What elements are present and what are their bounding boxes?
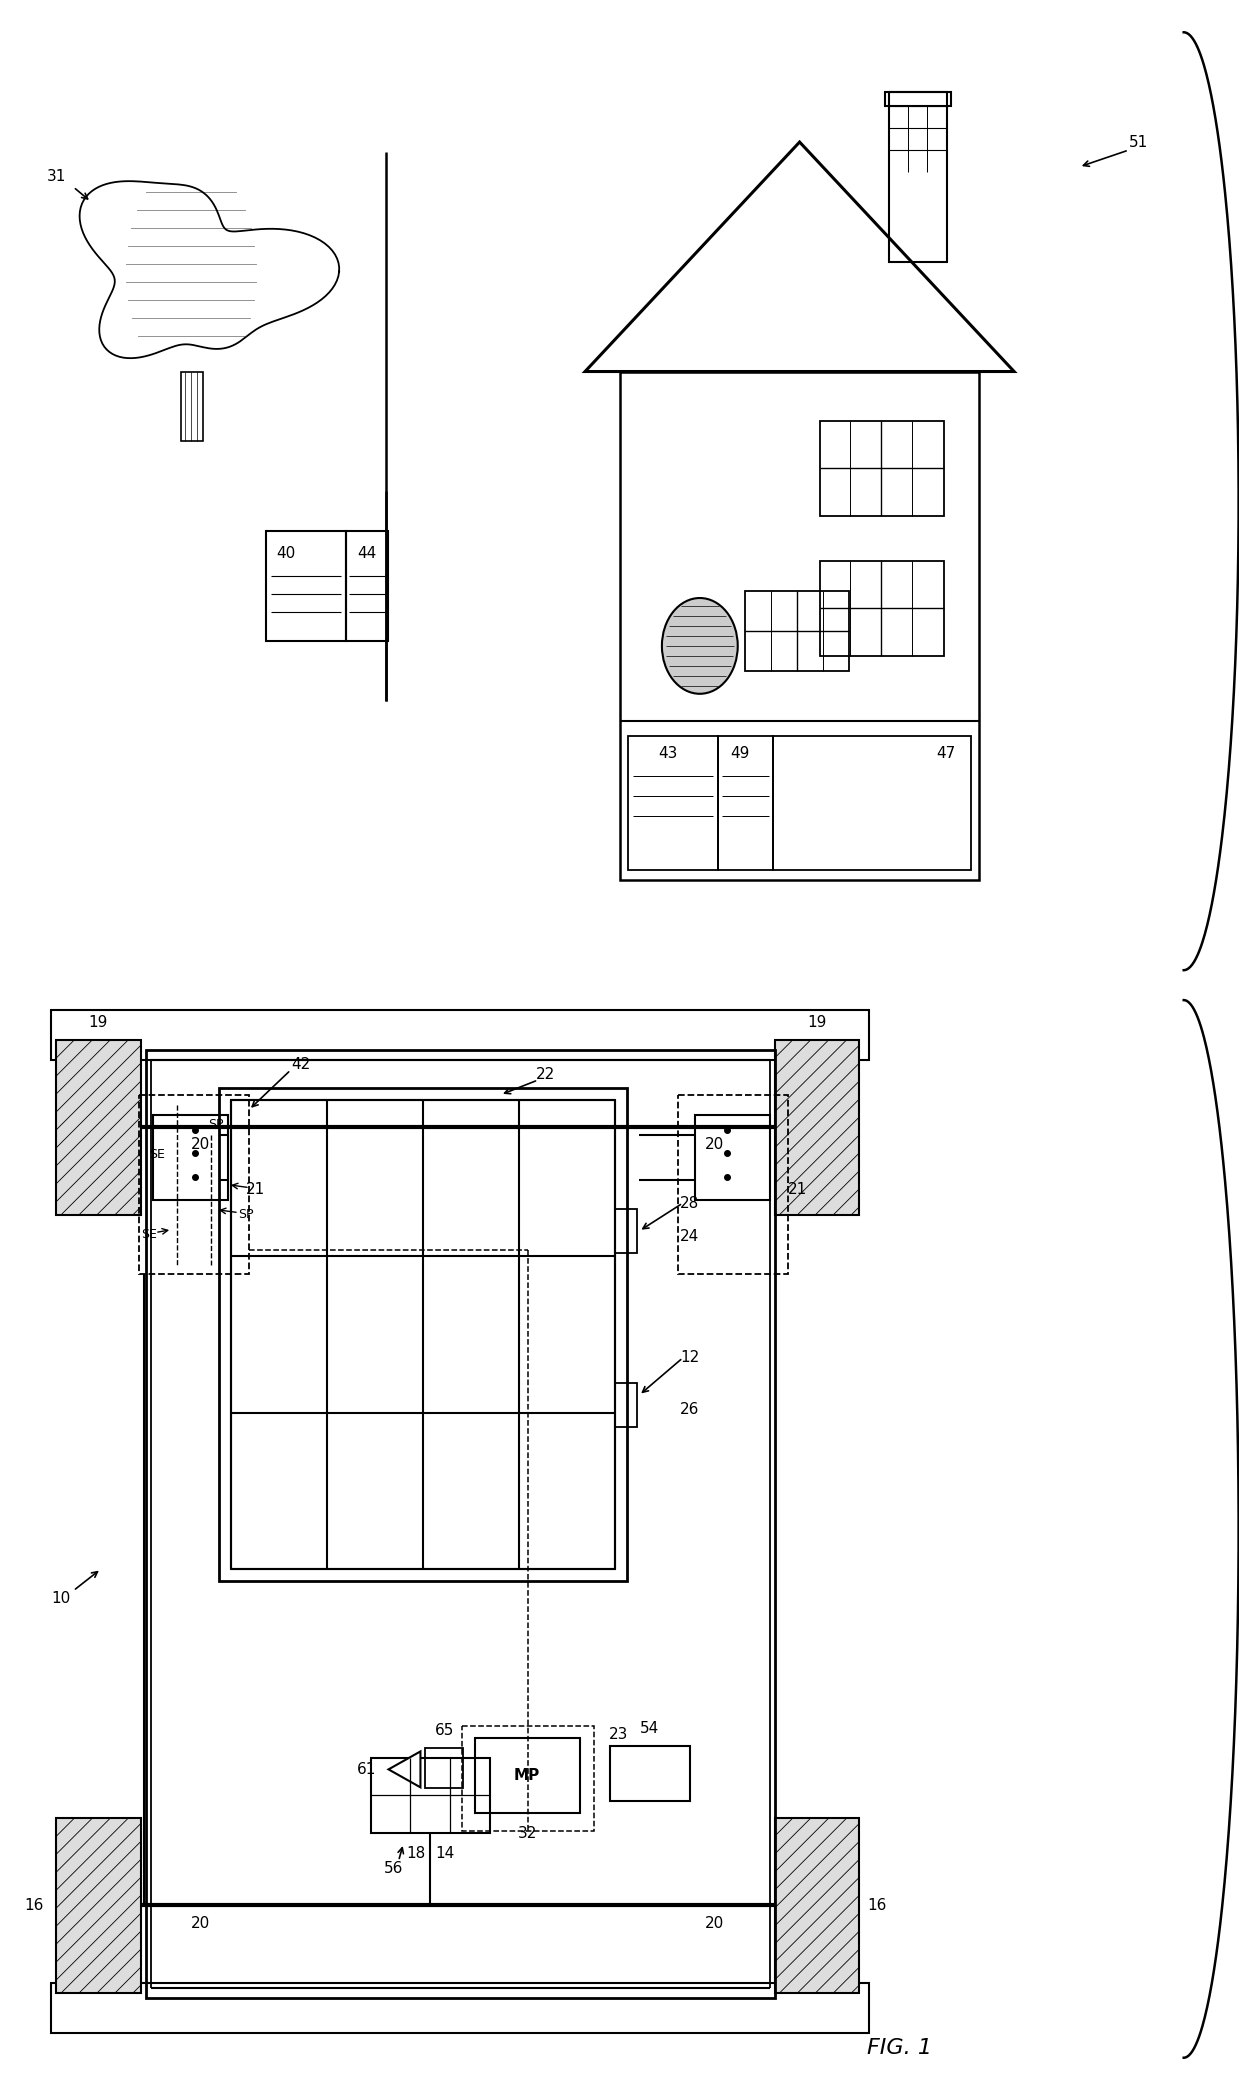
Text: 20: 20 (191, 1915, 211, 1929)
Text: 12: 12 (681, 1351, 699, 1366)
Bar (146, 1050, 775, 1999)
Bar (231, 1100, 615, 1569)
Bar (475, 1739, 580, 1814)
Text: 16: 16 (25, 1898, 43, 1913)
Bar (56, 1818, 141, 1992)
Bar (620, 371, 980, 880)
Bar (615, 1209, 637, 1253)
Text: 14: 14 (435, 1846, 455, 1860)
Polygon shape (388, 1751, 420, 1787)
Text: MP: MP (515, 1768, 541, 1783)
Text: 16: 16 (868, 1898, 887, 1913)
Text: 51: 51 (1130, 134, 1148, 149)
Bar (627, 735, 718, 869)
Bar (718, 735, 773, 869)
Bar (615, 1383, 637, 1427)
Text: 61: 61 (357, 1762, 376, 1777)
Bar (775, 1039, 859, 1215)
Text: 20: 20 (191, 1138, 211, 1152)
Bar (181, 371, 203, 442)
Text: 24: 24 (681, 1228, 699, 1244)
Text: SP: SP (238, 1209, 254, 1221)
Bar (773, 735, 971, 869)
Text: 32: 32 (517, 1825, 537, 1842)
Bar (694, 1115, 770, 1200)
Bar (463, 1726, 594, 1831)
Text: SE: SE (149, 1148, 165, 1161)
Bar (820, 421, 945, 515)
Bar (139, 1096, 249, 1274)
Ellipse shape (662, 597, 738, 693)
Text: 23: 23 (609, 1726, 629, 1741)
Text: 26: 26 (681, 1402, 699, 1416)
Bar (610, 1747, 689, 1802)
Bar (51, 1982, 869, 2032)
Bar (885, 92, 951, 107)
Bar (775, 1818, 859, 1992)
Bar (219, 1087, 627, 1582)
Text: 22: 22 (536, 1068, 554, 1083)
Text: 31: 31 (47, 170, 66, 184)
Bar (56, 1039, 141, 1215)
Text: 28: 28 (681, 1196, 699, 1211)
Text: SE: SE (141, 1228, 157, 1240)
Bar (371, 1758, 490, 1833)
Text: 56: 56 (384, 1860, 403, 1875)
Text: 44: 44 (357, 545, 376, 561)
Text: 20: 20 (706, 1138, 724, 1152)
Bar (820, 561, 945, 656)
Bar (153, 1115, 228, 1200)
Text: 19: 19 (807, 1014, 826, 1029)
Text: FIG. 1: FIG. 1 (867, 2038, 932, 2057)
Text: 49: 49 (730, 746, 749, 760)
Text: 19: 19 (88, 1014, 108, 1029)
Text: 18: 18 (405, 1846, 425, 1860)
Bar (425, 1749, 464, 1789)
Bar (678, 1096, 787, 1274)
Text: SP: SP (208, 1119, 223, 1131)
Bar (745, 591, 849, 670)
Bar (346, 532, 388, 641)
Text: 21: 21 (247, 1182, 265, 1196)
Text: 40: 40 (277, 545, 295, 561)
Text: 20: 20 (706, 1915, 724, 1929)
Text: 21: 21 (787, 1182, 807, 1196)
Bar (889, 92, 947, 262)
Text: 10: 10 (52, 1592, 71, 1607)
Text: 54: 54 (640, 1720, 660, 1737)
Bar (51, 1010, 869, 1060)
Text: 43: 43 (658, 746, 677, 760)
Text: 47: 47 (936, 746, 956, 760)
Text: 42: 42 (291, 1058, 310, 1073)
Bar (265, 532, 346, 641)
Text: 65: 65 (435, 1722, 454, 1739)
